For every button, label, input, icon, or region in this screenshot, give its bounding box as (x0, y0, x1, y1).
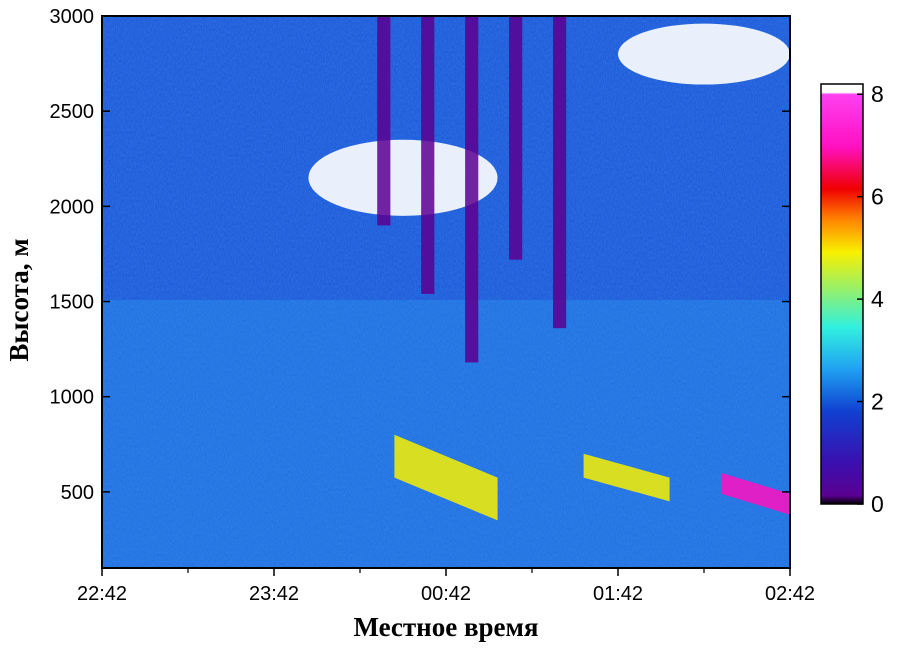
x-tick-label: 22:42 (77, 583, 127, 605)
x-axis: 22:42 23:42 00:42 01:42 02:42 (77, 568, 815, 605)
aerosol-layer (721, 472, 790, 515)
y-tick-label: 3000 (50, 6, 95, 28)
colorbar-ticks: 0 2 4 6 8 (857, 81, 884, 517)
x-tick-label: 00:42 (421, 583, 471, 605)
signal-blocked-stripe (377, 16, 391, 226)
cloud-region (618, 23, 790, 85)
signal-blocked-stripe (553, 16, 567, 329)
x-axis-title: Местное время (353, 612, 538, 642)
y-tick-label: 1000 (50, 387, 95, 409)
cloud-region (308, 139, 498, 216)
y-tick-label: 500 (61, 482, 94, 504)
signal-blocked-stripe (465, 16, 479, 363)
colorbar-tick-label: 4 (871, 286, 884, 312)
y-axis-title: Высота, м (4, 238, 34, 361)
colorbar-tick-label: 0 (871, 491, 884, 517)
heatmap-plot-area (102, 16, 790, 568)
x-tick-label: 01:42 (593, 583, 643, 605)
y-axis: 500 1000 1500 2000 2500 3000 (50, 6, 790, 504)
colorbar-tick-label: 2 (871, 389, 884, 415)
y-tick-label: 2500 (50, 101, 95, 123)
colorbar: 0 2 4 6 8 (820, 81, 884, 517)
aerosol-layer (583, 453, 670, 502)
colorbar-tick-label: 8 (871, 81, 884, 107)
colorbar-tick-label: 6 (871, 184, 884, 210)
signal-blocked-stripe (421, 16, 435, 294)
x-tick-label: 23:42 (249, 583, 299, 605)
signal-blocked-stripe (509, 16, 523, 260)
y-tick-label: 1500 (50, 292, 95, 314)
aerosol-layer (394, 434, 498, 521)
colorbar-gradient (820, 83, 864, 505)
heatmap-features (308, 16, 790, 521)
y-tick-label: 2000 (50, 196, 95, 218)
x-tick-label: 02:42 (765, 583, 815, 605)
